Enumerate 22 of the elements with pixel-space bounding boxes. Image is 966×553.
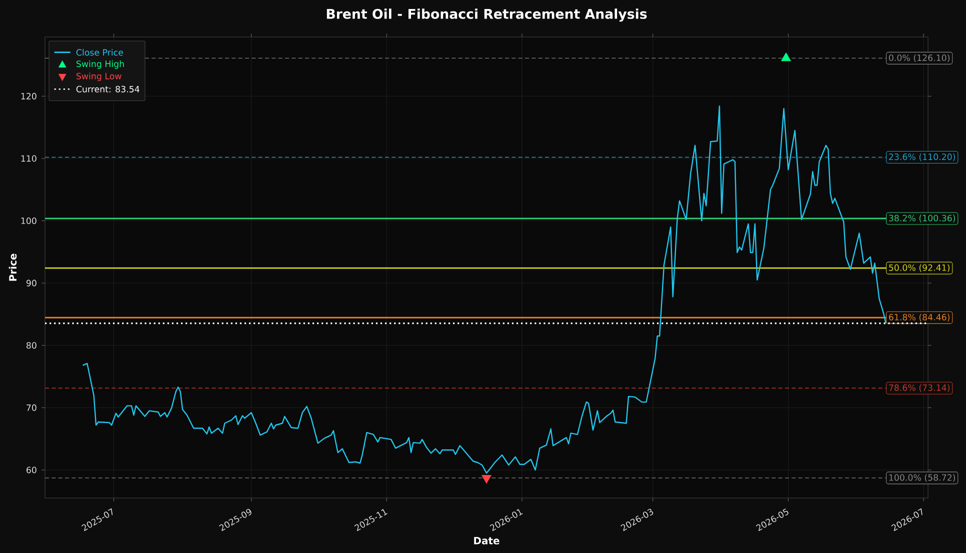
ref-line-label: 0.0% (126.10) bbox=[888, 54, 950, 62]
ref-line-label: 50.0% (92.41) bbox=[889, 264, 950, 272]
x-axis-title: Date bbox=[474, 537, 500, 544]
text: Swing High bbox=[76, 60, 124, 69]
line-series bbox=[82, 106, 886, 474]
ref-line-label: 23.6% (110.20) bbox=[889, 153, 956, 162]
text: Close Price bbox=[76, 48, 123, 56]
text: Current: 83.54 bbox=[76, 86, 140, 92]
chart-title: Brent Oil - Fibonacci Retracement Analysis bbox=[326, 8, 647, 22]
y-tick-label: 60 bbox=[26, 466, 36, 474]
y-tick-label: 110 bbox=[21, 155, 36, 162]
y-axis-title: Price bbox=[8, 254, 17, 281]
ref-line-label: 61.8% (84.46) bbox=[889, 314, 950, 322]
ref-line-label: 38.2% (100.36) bbox=[889, 214, 956, 222]
y-tick-label: 120 bbox=[21, 92, 36, 100]
ref-line-label: 78.6% (73.14) bbox=[889, 384, 950, 392]
y-tick-label: 80 bbox=[26, 342, 36, 349]
y-tick-label: 70 bbox=[26, 404, 36, 411]
y-tick-label: 100 bbox=[21, 218, 36, 224]
text: Swing Low bbox=[76, 72, 122, 82]
y-tick-label: 90 bbox=[26, 280, 36, 286]
ref-line-label: 100.0% (58.72) bbox=[889, 474, 956, 482]
